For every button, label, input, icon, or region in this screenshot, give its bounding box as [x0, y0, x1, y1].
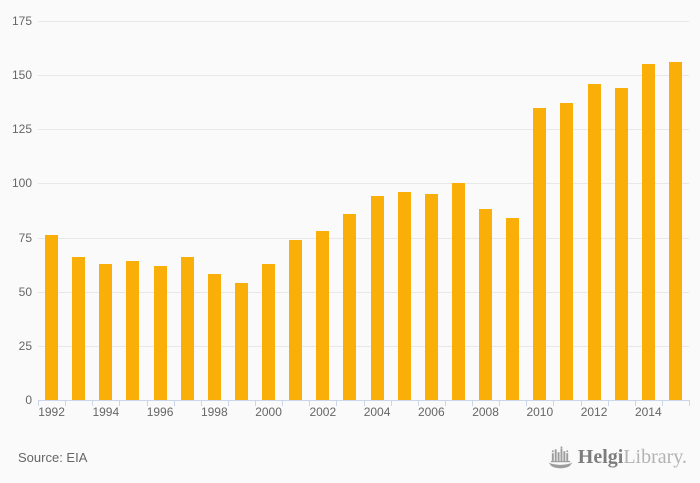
x-tick-17 — [499, 400, 501, 406]
x-tick-20 — [580, 400, 582, 406]
bar-2006[interactable] — [424, 194, 438, 400]
helgi-ship-icon — [548, 445, 573, 469]
x-axis-label-2012: 2012 — [580, 405, 608, 419]
bar-2013[interactable] — [614, 88, 628, 400]
x-tick-14 — [417, 400, 419, 406]
y-axis-label-25: 25 — [18, 338, 32, 353]
y-axis-label-125: 125 — [11, 122, 32, 137]
x-tick-8 — [255, 400, 256, 406]
gridline-150 — [38, 75, 689, 77]
x-axis-label-2000: 2000 — [255, 405, 282, 419]
plot-area — [38, 21, 689, 400]
y-axis-label-75: 75 — [18, 230, 32, 245]
x-axis-label-2010: 2010 — [526, 405, 554, 419]
x-axis-label-1992: 1992 — [38, 405, 65, 419]
x-tick-15 — [444, 400, 446, 406]
x-tick-22 — [634, 400, 636, 406]
x-tick-18 — [526, 400, 528, 406]
helgi-library-logo[interactable]: HelgiLibrary. — [548, 443, 687, 471]
bar-2009[interactable] — [506, 218, 520, 400]
y-axis-label-50: 50 — [18, 284, 32, 299]
x-tick-3 — [119, 400, 121, 406]
x-tick-23 — [661, 400, 663, 406]
y-axis-label-175: 175 — [11, 14, 32, 28]
y-axis-label-100: 100 — [11, 176, 32, 191]
x-tick-12 — [363, 400, 365, 406]
x-tick-16 — [472, 400, 473, 406]
bar-2007[interactable] — [451, 183, 465, 400]
bar-2002[interactable] — [316, 231, 330, 400]
x-tick-24 — [689, 400, 690, 406]
bar-2014[interactable] — [641, 64, 655, 400]
x-tick-1 — [65, 400, 67, 406]
x-tick-19 — [553, 400, 555, 406]
x-tick-6 — [200, 400, 202, 406]
bar-2003[interactable] — [343, 213, 357, 400]
x-tick-4 — [146, 400, 148, 406]
logo-wordmark: HelgiLibrary. — [578, 443, 687, 471]
bar-1993[interactable] — [72, 257, 86, 400]
y-axis-label-0: 0 — [25, 393, 32, 407]
logo-text-helgi: Helgi — [577, 446, 624, 468]
bar-1996[interactable] — [153, 265, 167, 400]
x-tick-21 — [607, 400, 609, 406]
x-axis-label-2014: 2014 — [634, 405, 662, 419]
x-tick-13 — [390, 400, 392, 406]
bar-1994[interactable] — [99, 263, 113, 400]
x-tick-9 — [282, 400, 284, 406]
x-axis-label-2006: 2006 — [417, 405, 445, 419]
x-tick-5 — [173, 400, 175, 406]
bar-1999[interactable] — [234, 283, 248, 400]
bar-2010[interactable] — [533, 107, 547, 400]
x-axis-label-1994: 1994 — [92, 405, 120, 419]
x-axis-label-1998: 1998 — [200, 405, 228, 419]
bar-2015[interactable] — [668, 62, 682, 400]
bar-2001[interactable] — [289, 239, 303, 400]
bar-2012[interactable] — [587, 83, 601, 400]
x-axis-label-1996: 1996 — [146, 405, 174, 419]
x-tick-10 — [309, 400, 311, 406]
x-tick-11 — [336, 400, 338, 406]
logo-text-library: Library. — [623, 446, 687, 468]
gridline-175 — [38, 21, 689, 22]
bar-2008[interactable] — [479, 209, 493, 400]
x-axis-label-2008: 2008 — [472, 405, 499, 419]
x-tick-7 — [227, 400, 229, 406]
bar-1998[interactable] — [207, 274, 221, 400]
x-tick-0 — [38, 400, 39, 406]
x-tick-2 — [92, 400, 94, 406]
source-label: Source: EIA — [18, 450, 88, 465]
y-axis-label-150: 150 — [11, 68, 32, 83]
bar-2000[interactable] — [262, 263, 276, 400]
bar-2011[interactable] — [560, 103, 574, 400]
x-axis-label-2004: 2004 — [363, 405, 391, 419]
bar-2005[interactable] — [397, 192, 411, 400]
bar-1995[interactable] — [126, 261, 140, 400]
bar-1992[interactable] — [45, 235, 59, 400]
x-axis-label-2002: 2002 — [309, 405, 337, 419]
bar-2004[interactable] — [370, 196, 384, 400]
bar-1997[interactable] — [180, 257, 194, 400]
